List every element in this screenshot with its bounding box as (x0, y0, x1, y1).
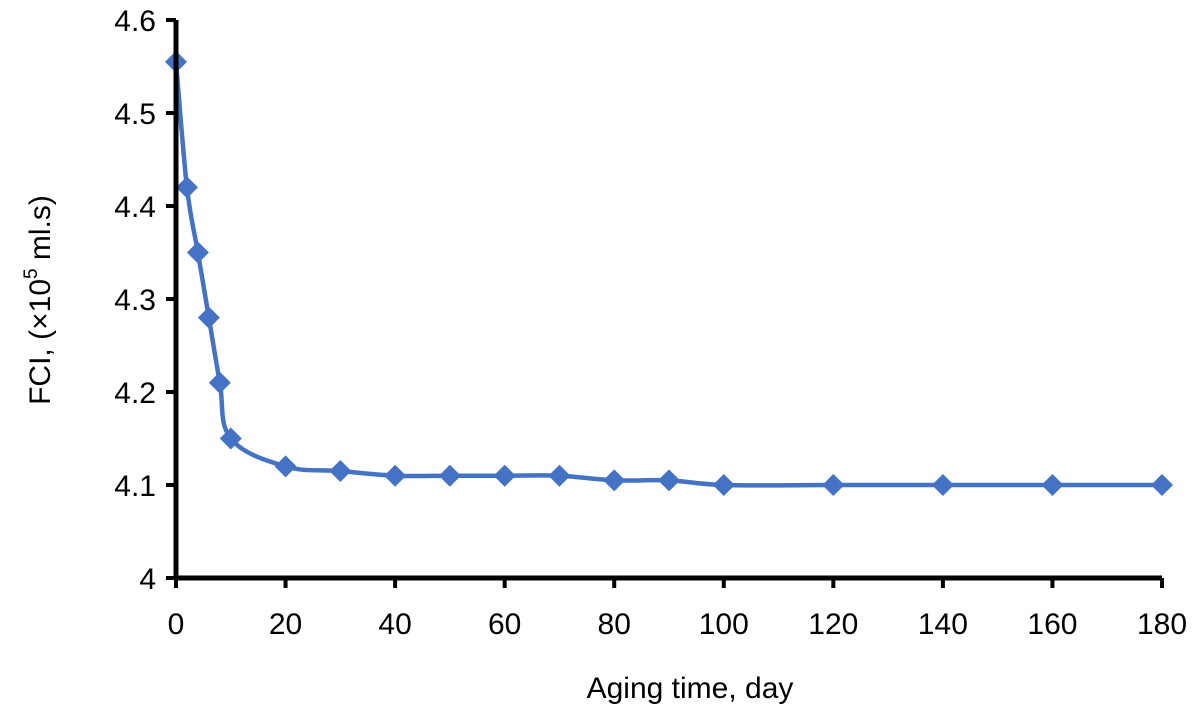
data-point-marker (438, 464, 461, 487)
data-point-marker (931, 474, 954, 496)
y-tick-label: 4 (139, 563, 156, 596)
y-axis-title-suffix: ml.s) (24, 195, 57, 268)
data-point-marker (712, 474, 735, 496)
data-point-marker (208, 371, 231, 394)
y-axis-title-prefix: FCI, ( (24, 330, 57, 405)
x-tick-label: 20 (269, 608, 302, 641)
data-point-marker (175, 176, 198, 199)
y-axis-ticks: 4 4.1 4.2 4.3 4.4 4.5 4.6 (114, 5, 176, 596)
x-tick-label: 100 (699, 608, 749, 641)
x-axis-ticks: 0 20 40 60 80 100 120 140 160 180 (168, 578, 1187, 641)
y-tick-label: 4.5 (114, 98, 156, 131)
data-point-marker (197, 306, 220, 329)
series-line (173, 61, 1162, 488)
data-point-marker (186, 241, 209, 264)
data-point-marker (1041, 474, 1064, 496)
x-tick-label: 0 (168, 608, 185, 641)
y-axis-title-exponent: 5 (21, 268, 42, 279)
x-tick-label: 40 (378, 608, 411, 641)
x-tick-label: 180 (1137, 608, 1187, 641)
data-point-marker (384, 464, 407, 487)
y-tick-label: 4.2 (114, 377, 156, 410)
x-tick-label: 120 (808, 608, 858, 641)
data-point-marker (658, 469, 680, 492)
y-tick-label: 4.3 (114, 284, 156, 317)
data-point-marker (548, 464, 571, 487)
series-layer (165, 50, 1173, 496)
data-point-marker (274, 455, 297, 478)
y-axis-title-multiplier: ×10 (24, 279, 57, 330)
x-axis-title: Aging time, day (587, 672, 794, 705)
data-point-marker (329, 460, 352, 483)
x-tick-label: 160 (1027, 608, 1077, 641)
data-point-marker (219, 427, 242, 450)
data-point-marker (493, 464, 516, 487)
y-tick-label: 4.4 (114, 191, 156, 224)
x-tick-label: 80 (598, 608, 631, 641)
data-point-marker (1151, 474, 1173, 496)
y-tick-label: 4.1 (114, 470, 156, 503)
y-axis-title: FCI, (×105 ml.s) (21, 195, 57, 405)
y-tick-label: 4.6 (114, 5, 156, 38)
x-tick-label: 60 (488, 608, 521, 641)
x-tick-label: 140 (918, 608, 968, 641)
data-point-marker (603, 469, 626, 492)
data-point-marker (822, 474, 845, 496)
